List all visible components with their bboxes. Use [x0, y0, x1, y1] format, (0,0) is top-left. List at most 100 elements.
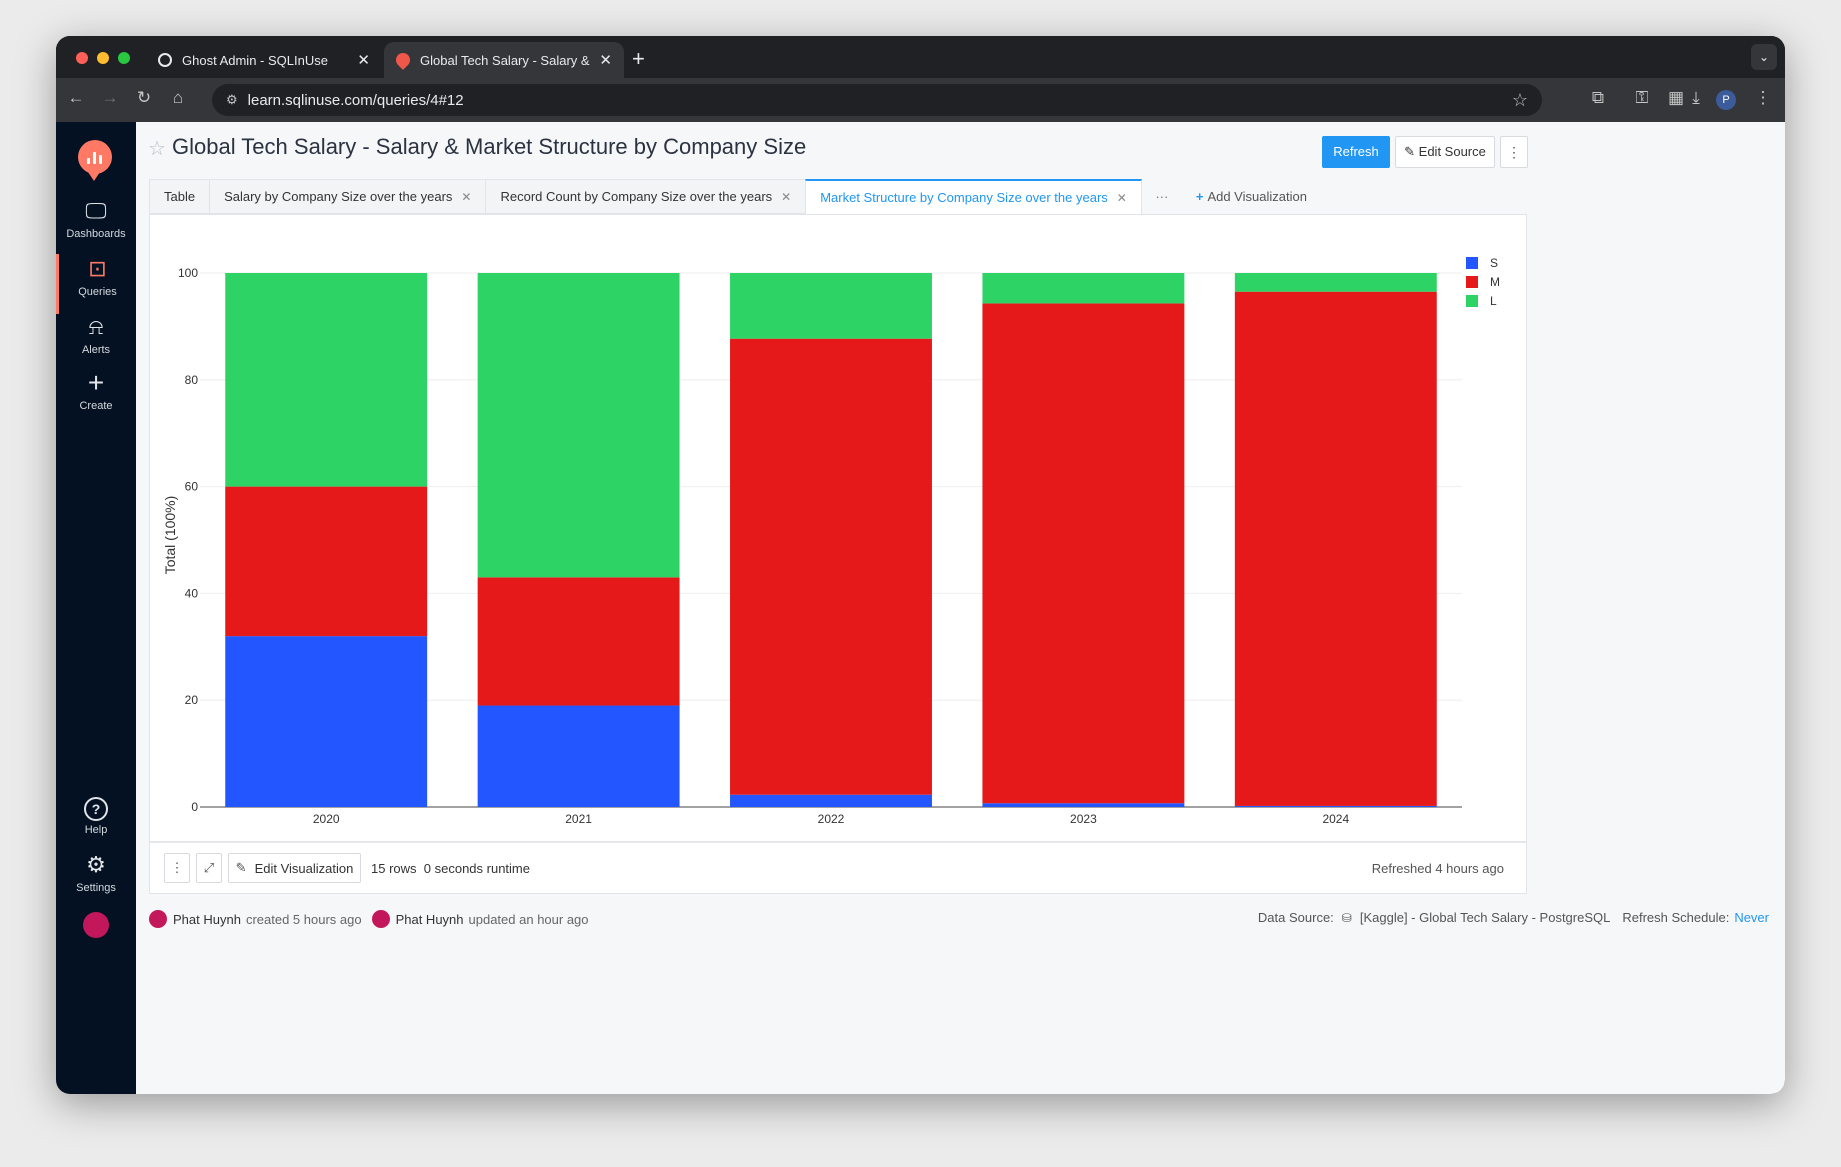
tab-label: Record Count by Company Size over the ye…	[500, 189, 773, 204]
more-tabs-button[interactable]: ···	[1155, 189, 1169, 204]
question-icon: ?	[56, 792, 136, 822]
refresh-button[interactable]: Refresh	[1322, 136, 1390, 168]
tab-market-structure-by-company-size[interactable]: Market Structure by Company Size over th…	[805, 179, 1142, 214]
legend-item-s[interactable]: S	[1466, 253, 1500, 272]
query-actions-kebab-icon[interactable]: ⋮	[1500, 136, 1528, 168]
url-text: learn.sqlinuse.com/queries/4#12	[247, 91, 464, 109]
close-tab-icon[interactable]: ✕	[461, 189, 472, 204]
edit-icon: ✎	[1404, 144, 1419, 159]
legend-item-m[interactable]: M	[1466, 272, 1500, 291]
legend-label: S	[1490, 255, 1499, 270]
y-tick-label: 20	[185, 693, 199, 707]
edit-visualization-button[interactable]: ✎ Edit Visualization	[228, 853, 361, 883]
main-content: ☆ Global Tech Salary - Salary & Market S…	[136, 122, 1785, 1094]
bar-segment-l	[477, 273, 680, 578]
sidebar-item-settings[interactable]: ⚙ Settings	[56, 850, 136, 910]
x-tick-label: 2024	[1322, 812, 1349, 826]
postgresql-elephant-icon: ⛁	[1341, 910, 1352, 925]
close-window-button[interactable]	[76, 52, 88, 64]
close-tab-icon[interactable]: ✕	[357, 52, 370, 69]
data-source-label: Data Source:	[1257, 910, 1334, 925]
reload-icon[interactable]: ↻	[136, 88, 152, 107]
close-tab-icon[interactable]: ✕	[781, 189, 792, 204]
bar-segment-s	[982, 803, 1185, 807]
browser-tab-title: Global Tech Salary - Salary &	[420, 52, 590, 68]
legend-item-l[interactable]: L	[1466, 291, 1500, 310]
download-icon[interactable]: ⤓	[1692, 88, 1700, 107]
sidebar-item-label: Help	[84, 824, 108, 836]
siren-icon: ⍾	[88, 314, 104, 339]
minimize-window-button[interactable]	[97, 52, 109, 64]
legend-swatch	[1466, 294, 1478, 307]
refresh-schedule-label: Refresh Schedule:	[1622, 910, 1730, 925]
home-icon[interactable]: ⌂	[172, 88, 184, 107]
tab-label: Market Structure by Company Size over th…	[820, 190, 1108, 205]
tab-label: Salary by Company Size over the years	[224, 189, 453, 204]
back-arrow-icon[interactable]: ←	[67, 88, 85, 107]
tab-search-chevron-icon[interactable]: ⌄	[1751, 44, 1777, 70]
user-avatar[interactable]	[83, 912, 109, 938]
viz-more-kebab-icon[interactable]: ⋮	[164, 853, 190, 883]
runtime: 0 seconds runtime	[423, 861, 530, 876]
fullscreen-expand-icon[interactable]: ⤢	[196, 853, 222, 883]
bar-segment-l	[982, 273, 1185, 304]
sidebar-item-queries[interactable]: ⊡ Queries	[56, 254, 136, 314]
bar-segment-m	[982, 303, 1185, 804]
avatar	[149, 910, 167, 928]
browser-tab-strip: Ghost Admin - SQLInUse ✕ Global Tech Sal…	[56, 36, 1785, 78]
stacked-bar-chart: 0 20 40 60 80 100 2020 2021 2022 2023 2024	[178, 266, 1462, 826]
extensions-puzzle-icon[interactable]: ⧉	[1591, 88, 1605, 107]
sidebar-item-help[interactable]: ? Help	[56, 792, 136, 852]
y-tick-label: 40	[185, 586, 199, 600]
y-tick-label: 60	[185, 480, 199, 494]
browser-tab-ghost-admin[interactable]: Ghost Admin - SQLInUse ✕	[146, 42, 382, 78]
address-bar[interactable]: ⚙ learn.sqlinuse.com/queries/4#12 ☆	[212, 84, 1542, 116]
creator-name: Phat Huynh	[173, 911, 241, 927]
browser-toolbar: ← → ↻ ⌂ ⚙ learn.sqlinuse.com/queries/4#1…	[56, 78, 1785, 122]
edit-source-button[interactable]: ✎ Edit Source	[1395, 136, 1495, 168]
password-key-icon[interactable]: ⚿	[1635, 88, 1649, 107]
bar-segment-l	[1234, 273, 1437, 292]
site-info-icon[interactable]: ⚙	[226, 92, 238, 107]
legend-label: L	[1490, 293, 1497, 308]
browser-menu-icon[interactable]: ⋮	[1754, 88, 1772, 107]
y-tick-label: 0	[191, 800, 198, 814]
created-text: created 5 hours ago	[245, 911, 362, 927]
bar-segment-m	[730, 338, 932, 795]
edit-visualization-label: Edit Visualization	[254, 860, 354, 876]
tab-salary-by-company-size[interactable]: Salary by Company Size over the years ✕	[209, 179, 486, 214]
bar-segment-m	[1234, 291, 1437, 806]
sidebar-item-create[interactable]: + Create	[56, 368, 136, 428]
bar-segment-l	[730, 273, 932, 339]
forward-arrow-icon[interactable]: →	[101, 88, 119, 107]
sidebar-item-dashboards[interactable]: 🖵 Dashboards	[56, 196, 136, 256]
bookmark-star-icon[interactable]: ☆	[1511, 89, 1528, 110]
new-tab-button[interactable]: +	[632, 46, 645, 71]
legend-swatch	[1466, 275, 1478, 288]
browser-tab-global-tech-salary[interactable]: Global Tech Salary - Salary & ✕	[384, 42, 624, 78]
sidebar-item-label: Create	[79, 400, 113, 412]
legend-label: M	[1490, 274, 1500, 289]
avatar	[371, 910, 390, 928]
visualization-footer: ⋮ ⤢ ✎ Edit Visualization 15 rows 0 secon…	[149, 842, 1527, 894]
x-tick-label: 2022	[818, 812, 845, 826]
close-tab-icon[interactable]: ✕	[599, 52, 612, 69]
tab-record-count-by-company-size[interactable]: Record Count by Company Size over the ye…	[485, 179, 806, 214]
tab-table[interactable]: Table	[149, 179, 210, 214]
updated-text: updated an hour ago	[468, 911, 589, 927]
sidebar: 🖵 Dashboards ⊡ Queries ⍾ Alerts + Create…	[56, 122, 136, 1094]
favorite-star-icon[interactable]: ☆	[148, 138, 166, 160]
refresh-schedule-link[interactable]: Never	[1734, 910, 1769, 925]
add-visualization-button[interactable]: + Add Visualization	[1182, 179, 1321, 214]
bar-segment-m	[225, 486, 428, 637]
qr-code-icon[interactable]: ▦	[1667, 88, 1685, 107]
bar-segment-m	[477, 577, 680, 706]
close-tab-icon[interactable]: ✕	[1116, 190, 1127, 205]
y-tick-label: 80	[185, 373, 199, 387]
maximize-window-button[interactable]	[118, 52, 130, 64]
profile-avatar[interactable]: P	[1716, 90, 1736, 110]
bar-segment-s	[1234, 805, 1437, 807]
updater-name: Phat Huynh	[395, 911, 464, 927]
redash-logo-icon[interactable]	[78, 140, 112, 181]
sidebar-item-alerts[interactable]: ⍾ Alerts	[56, 312, 136, 372]
